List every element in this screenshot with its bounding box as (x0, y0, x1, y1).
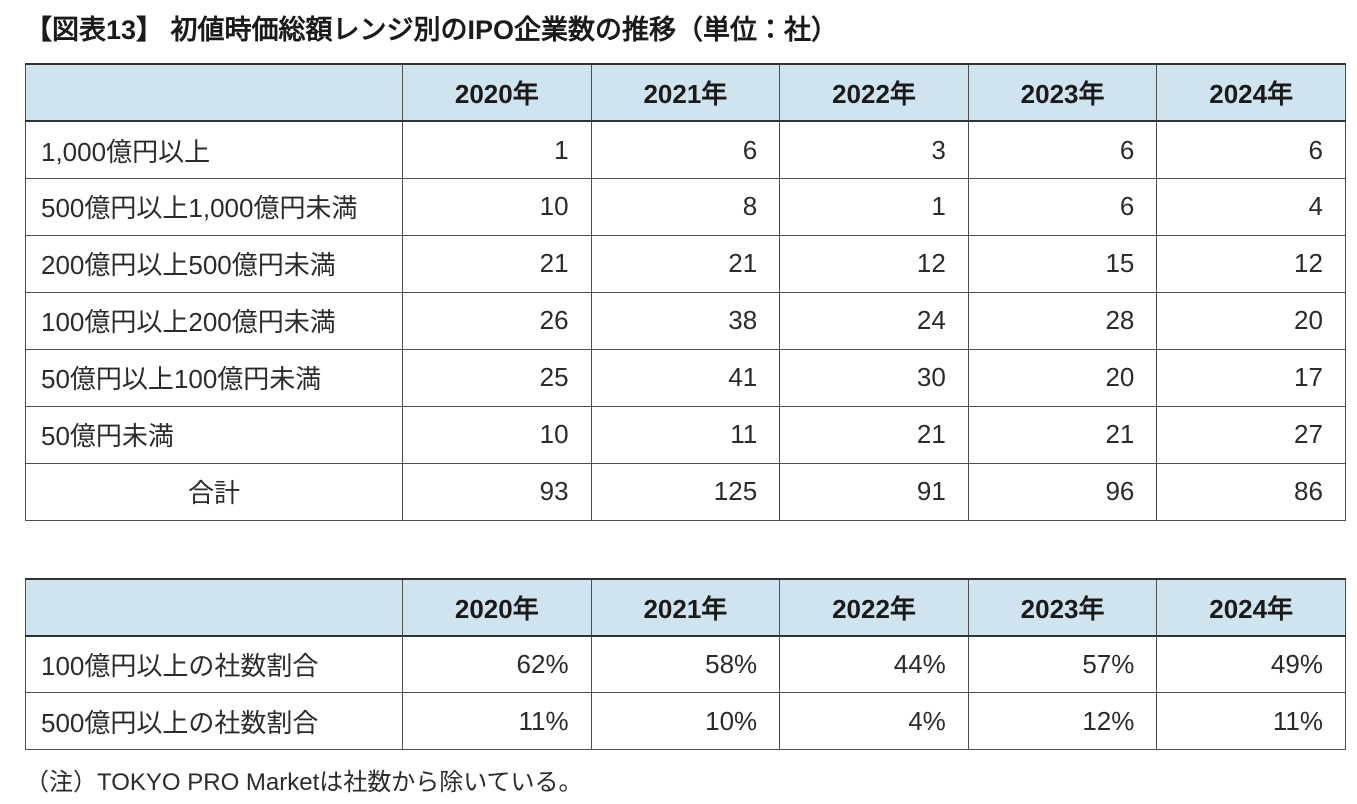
cell-value: 11 (590, 405, 781, 464)
row-label: 50億円以上100億円未満 (25, 348, 403, 407)
cell-value: 11% (402, 692, 592, 751)
corner-cell (25, 63, 403, 123)
cell-value: 21 (402, 234, 592, 293)
cell-value: 44% (779, 635, 969, 694)
cell-value: 17 (1156, 348, 1346, 407)
cell-value: 26 (402, 291, 592, 350)
year-header: 2022年 (779, 577, 969, 637)
year-header: 2021年 (590, 63, 781, 123)
total-value: 86 (1156, 462, 1346, 521)
year-header: 2020年 (402, 63, 592, 123)
cell-value: 41 (590, 348, 781, 407)
year-header: 2021年 (590, 577, 781, 637)
header-row: 2020年 2021年 2022年 2023年 2024年 (25, 577, 1346, 637)
cell-value: 8 (590, 177, 781, 236)
table-row: 200億円以上500億円未満 21 21 12 15 12 (25, 234, 1346, 293)
row-label: 100億円以上の社数割合 (25, 635, 403, 694)
cell-value: 21 (779, 405, 969, 464)
cell-value: 25 (402, 348, 592, 407)
cell-value: 58% (590, 635, 781, 694)
row-label: 1,000億円以上 (25, 120, 403, 179)
year-header: 2020年 (402, 577, 592, 637)
table-row: 50億円以上100億円未満 25 41 30 20 17 (25, 348, 1346, 407)
header-row: 2020年 2021年 2022年 2023年 2024年 (25, 63, 1346, 123)
cell-value: 6 (967, 177, 1158, 236)
cell-value: 20 (1156, 291, 1346, 350)
cell-value: 6 (967, 120, 1158, 179)
ipo-count-table: 2020年 2021年 2022年 2023年 2024年 1,000億円以上 … (25, 63, 1346, 521)
table-row: 1,000億円以上 1 6 3 6 6 (25, 120, 1346, 179)
row-label: 50億円未満 (25, 405, 403, 464)
row-label: 500億円以上の社数割合 (25, 692, 403, 751)
cell-value: 49% (1156, 635, 1346, 694)
row-label: 200億円以上500億円未満 (25, 234, 403, 293)
table-row: 500億円以上1,000億円未満 10 8 1 6 4 (25, 177, 1346, 236)
cell-value: 57% (967, 635, 1158, 694)
ipo-ratio-table: 2020年 2021年 2022年 2023年 2024年 100億円以上の社数… (25, 577, 1346, 751)
row-label: 100億円以上200億円未満 (25, 291, 403, 350)
ipo-count-table-header: 2020年 2021年 2022年 2023年 2024年 (25, 63, 1346, 123)
figure-title: 【図表13】 初値時価総額レンジ別のIPO企業数の推移（単位：社） (25, 15, 839, 45)
year-header: 2024年 (1156, 63, 1346, 123)
cell-value: 4% (779, 692, 969, 751)
cell-value: 10 (402, 177, 592, 236)
total-label: 合計 (25, 462, 403, 521)
corner-cell (25, 577, 403, 637)
cell-value: 21 (967, 405, 1158, 464)
cell-value: 24 (779, 291, 969, 350)
cell-value: 4 (1156, 177, 1346, 236)
cell-value: 11% (1156, 692, 1346, 751)
cell-value: 6 (590, 120, 781, 179)
table-row: 100億円以上の社数割合 62% 58% 44% 57% 49% (25, 635, 1346, 694)
cell-value: 20 (967, 348, 1158, 407)
total-value: 93 (402, 462, 592, 521)
total-value: 125 (590, 462, 781, 521)
cell-value: 10 (402, 405, 592, 464)
cell-value: 28 (967, 291, 1158, 350)
cell-value: 3 (779, 120, 969, 179)
cell-value: 21 (590, 234, 781, 293)
cell-value: 12% (967, 692, 1158, 751)
cell-value: 27 (1156, 405, 1346, 464)
year-header: 2023年 (967, 577, 1158, 637)
table-row: 100億円以上200億円未満 26 38 24 28 20 (25, 291, 1346, 350)
row-label: 500億円以上1,000億円未満 (25, 177, 403, 236)
year-header: 2024年 (1156, 577, 1346, 637)
cell-value: 6 (1156, 120, 1346, 179)
cell-value: 1 (779, 177, 969, 236)
table-row: 50億円未満 10 11 21 21 27 (25, 405, 1346, 464)
table-row: 500億円以上の社数割合 11% 10% 4% 12% 11% (25, 692, 1346, 751)
cell-value: 12 (1156, 234, 1346, 293)
cell-value: 15 (967, 234, 1158, 293)
total-value: 96 (967, 462, 1158, 521)
cell-value: 1 (402, 120, 592, 179)
cell-value: 10% (590, 692, 781, 751)
ipo-ratio-table-header: 2020年 2021年 2022年 2023年 2024年 (25, 577, 1346, 637)
cell-value: 30 (779, 348, 969, 407)
cell-value: 12 (779, 234, 969, 293)
year-header: 2022年 (779, 63, 969, 123)
year-header: 2023年 (967, 63, 1158, 123)
total-value: 91 (779, 462, 969, 521)
footnote: （注）TOKYO PRO Marketは社数から除いている。 (25, 769, 583, 797)
cell-value: 38 (590, 291, 781, 350)
total-row: 合計 93 125 91 96 86 (25, 462, 1346, 521)
cell-value: 62% (402, 635, 592, 694)
